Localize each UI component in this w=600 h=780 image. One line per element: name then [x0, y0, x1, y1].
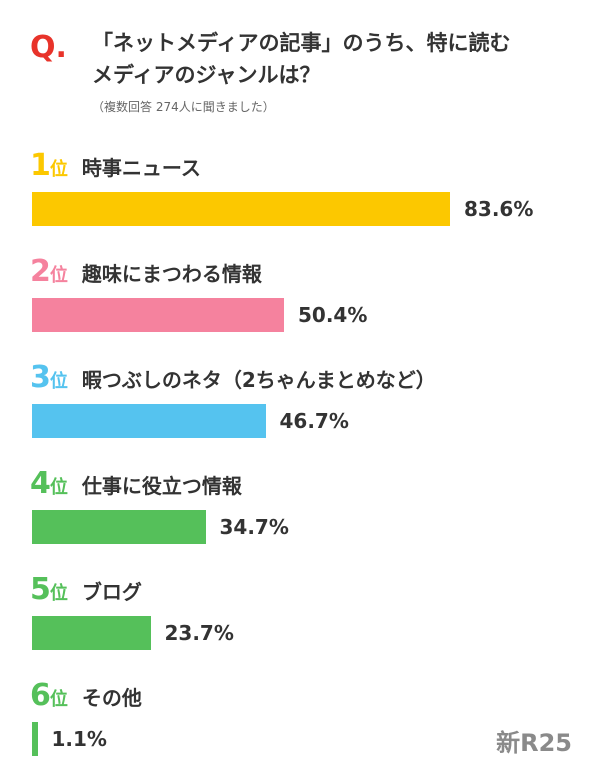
rank-row-5: 5位 ブログ [30, 572, 142, 612]
value-label: 34.7% [219, 515, 289, 539]
category-label: 暇つぶしのネタ（2ちゃんまとめなど） [81, 368, 436, 392]
rank-row-1: 1位 時事ニュース [30, 148, 201, 188]
question-title: 「ネットメディアの記事」のうち、特に読む メディアのジャンルは？ [92, 27, 572, 91]
rank-number: 4 [30, 466, 51, 501]
brand-logo: 新R25 [496, 729, 572, 757]
rank-number: 5 [30, 572, 51, 607]
value-label: 50.4% [298, 303, 368, 327]
bar-6 [32, 722, 38, 756]
bar-5 [32, 616, 151, 650]
value-label: 1.1% [51, 727, 107, 751]
question-note: （複数回答 274人に聞きました） [92, 100, 275, 114]
category-label: 趣味にまつわる情報 [81, 262, 262, 286]
bar-3 [32, 404, 266, 438]
rank-number: 1 [30, 148, 51, 183]
rank-suffix: 位 [49, 689, 68, 710]
category-label: ブログ [81, 580, 142, 604]
rank-number: 6 [30, 678, 51, 713]
rank-suffix: 位 [49, 159, 68, 180]
bar-1 [32, 192, 450, 226]
bar-2 [32, 298, 284, 332]
rank-row-3: 3位 暇つぶしのネタ（2ちゃんまとめなど） [30, 360, 436, 400]
rank-suffix: 位 [49, 583, 68, 604]
question-title-line2: メディアのジャンルは？ [92, 63, 321, 87]
rank-row-6: 6位 その他 [30, 678, 142, 718]
rank-number: 3 [30, 360, 51, 395]
rank-suffix: 位 [49, 265, 68, 286]
question-title-line1: 「ネットメディアの記事」のうち、特に読む [92, 31, 511, 55]
value-label: 83.6% [464, 197, 534, 221]
category-label: その他 [81, 686, 142, 710]
bar-4 [32, 510, 206, 544]
rank-suffix: 位 [49, 477, 68, 498]
value-label: 46.7% [279, 409, 349, 433]
rank-row-4: 4位 仕事に役立つ情報 [30, 466, 242, 506]
category-label: 仕事に役立つ情報 [81, 474, 242, 498]
rank-suffix: 位 [49, 371, 68, 392]
category-label: 時事ニュース [81, 156, 201, 180]
question-mark: Q. [30, 30, 67, 65]
value-label: 23.7% [164, 621, 234, 645]
rank-row-2: 2位 趣味にまつわる情報 [30, 254, 262, 294]
rank-number: 2 [30, 254, 51, 289]
